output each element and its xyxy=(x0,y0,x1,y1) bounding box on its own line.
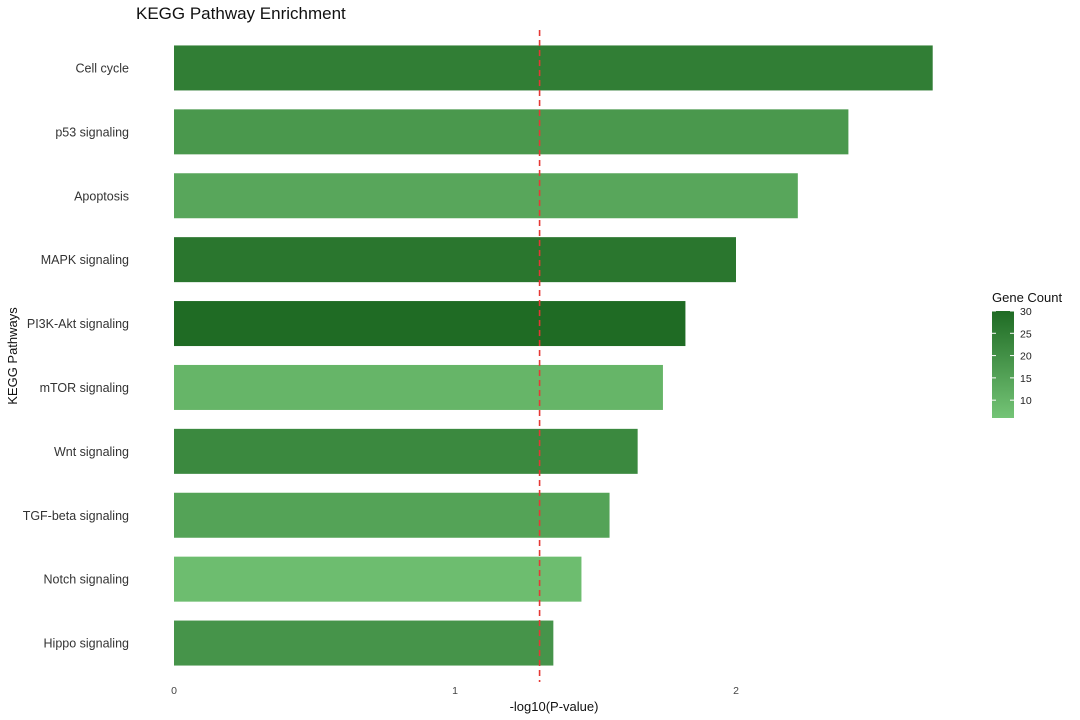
bar-9 xyxy=(174,620,554,666)
bar-5 xyxy=(174,364,663,410)
legend: Gene Count 30 25 20 15 10 xyxy=(992,290,1062,418)
bar-0 xyxy=(174,45,933,91)
chart-title: KEGG Pathway Enrichment xyxy=(136,4,346,23)
legend-title: Gene Count xyxy=(992,290,1062,305)
bar-7 xyxy=(174,492,610,538)
x-tick-label: 2 xyxy=(733,685,739,697)
x-tick-labels: 0 1 2 xyxy=(171,685,739,697)
legend-tick-label: 30 xyxy=(1020,306,1032,318)
category-labels: Cell cycle p53 signaling Apoptosis MAPK sig… xyxy=(23,61,129,650)
legend-tick-label: 10 xyxy=(1020,395,1032,407)
x-tick-label: 0 xyxy=(171,685,177,697)
category-label: Wnt signaling xyxy=(54,445,129,459)
legend-tick-label: 15 xyxy=(1020,373,1032,385)
category-label: PI3K-Akt signaling xyxy=(27,317,129,331)
category-label: Notch signaling xyxy=(44,573,130,587)
bars-group xyxy=(174,45,933,666)
legend-tick-label: 25 xyxy=(1020,328,1032,340)
bar-8 xyxy=(174,556,582,602)
category-label: Cell cycle xyxy=(76,61,130,75)
category-label: mTOR signaling xyxy=(40,381,129,395)
category-label: MAPK signaling xyxy=(41,253,129,267)
legend-colorbar xyxy=(992,311,1014,418)
category-label: Hippo signaling xyxy=(44,637,130,651)
x-axis-title: -log10(P-value) xyxy=(510,699,599,714)
legend-tick-label: 20 xyxy=(1020,351,1032,363)
bar-2 xyxy=(174,173,798,219)
category-label: TGF-beta signaling xyxy=(23,509,129,523)
x-tick-label: 1 xyxy=(452,685,458,697)
bar-4 xyxy=(174,301,686,347)
legend-ticks: 30 25 20 15 10 xyxy=(992,306,1032,407)
bar-1 xyxy=(174,109,849,155)
y-axis-title: KEGG Pathways xyxy=(5,307,20,405)
bar-3 xyxy=(174,237,736,283)
category-label: Apoptosis xyxy=(74,189,129,203)
category-label: p53 signaling xyxy=(55,125,129,139)
bar-6 xyxy=(174,428,638,474)
